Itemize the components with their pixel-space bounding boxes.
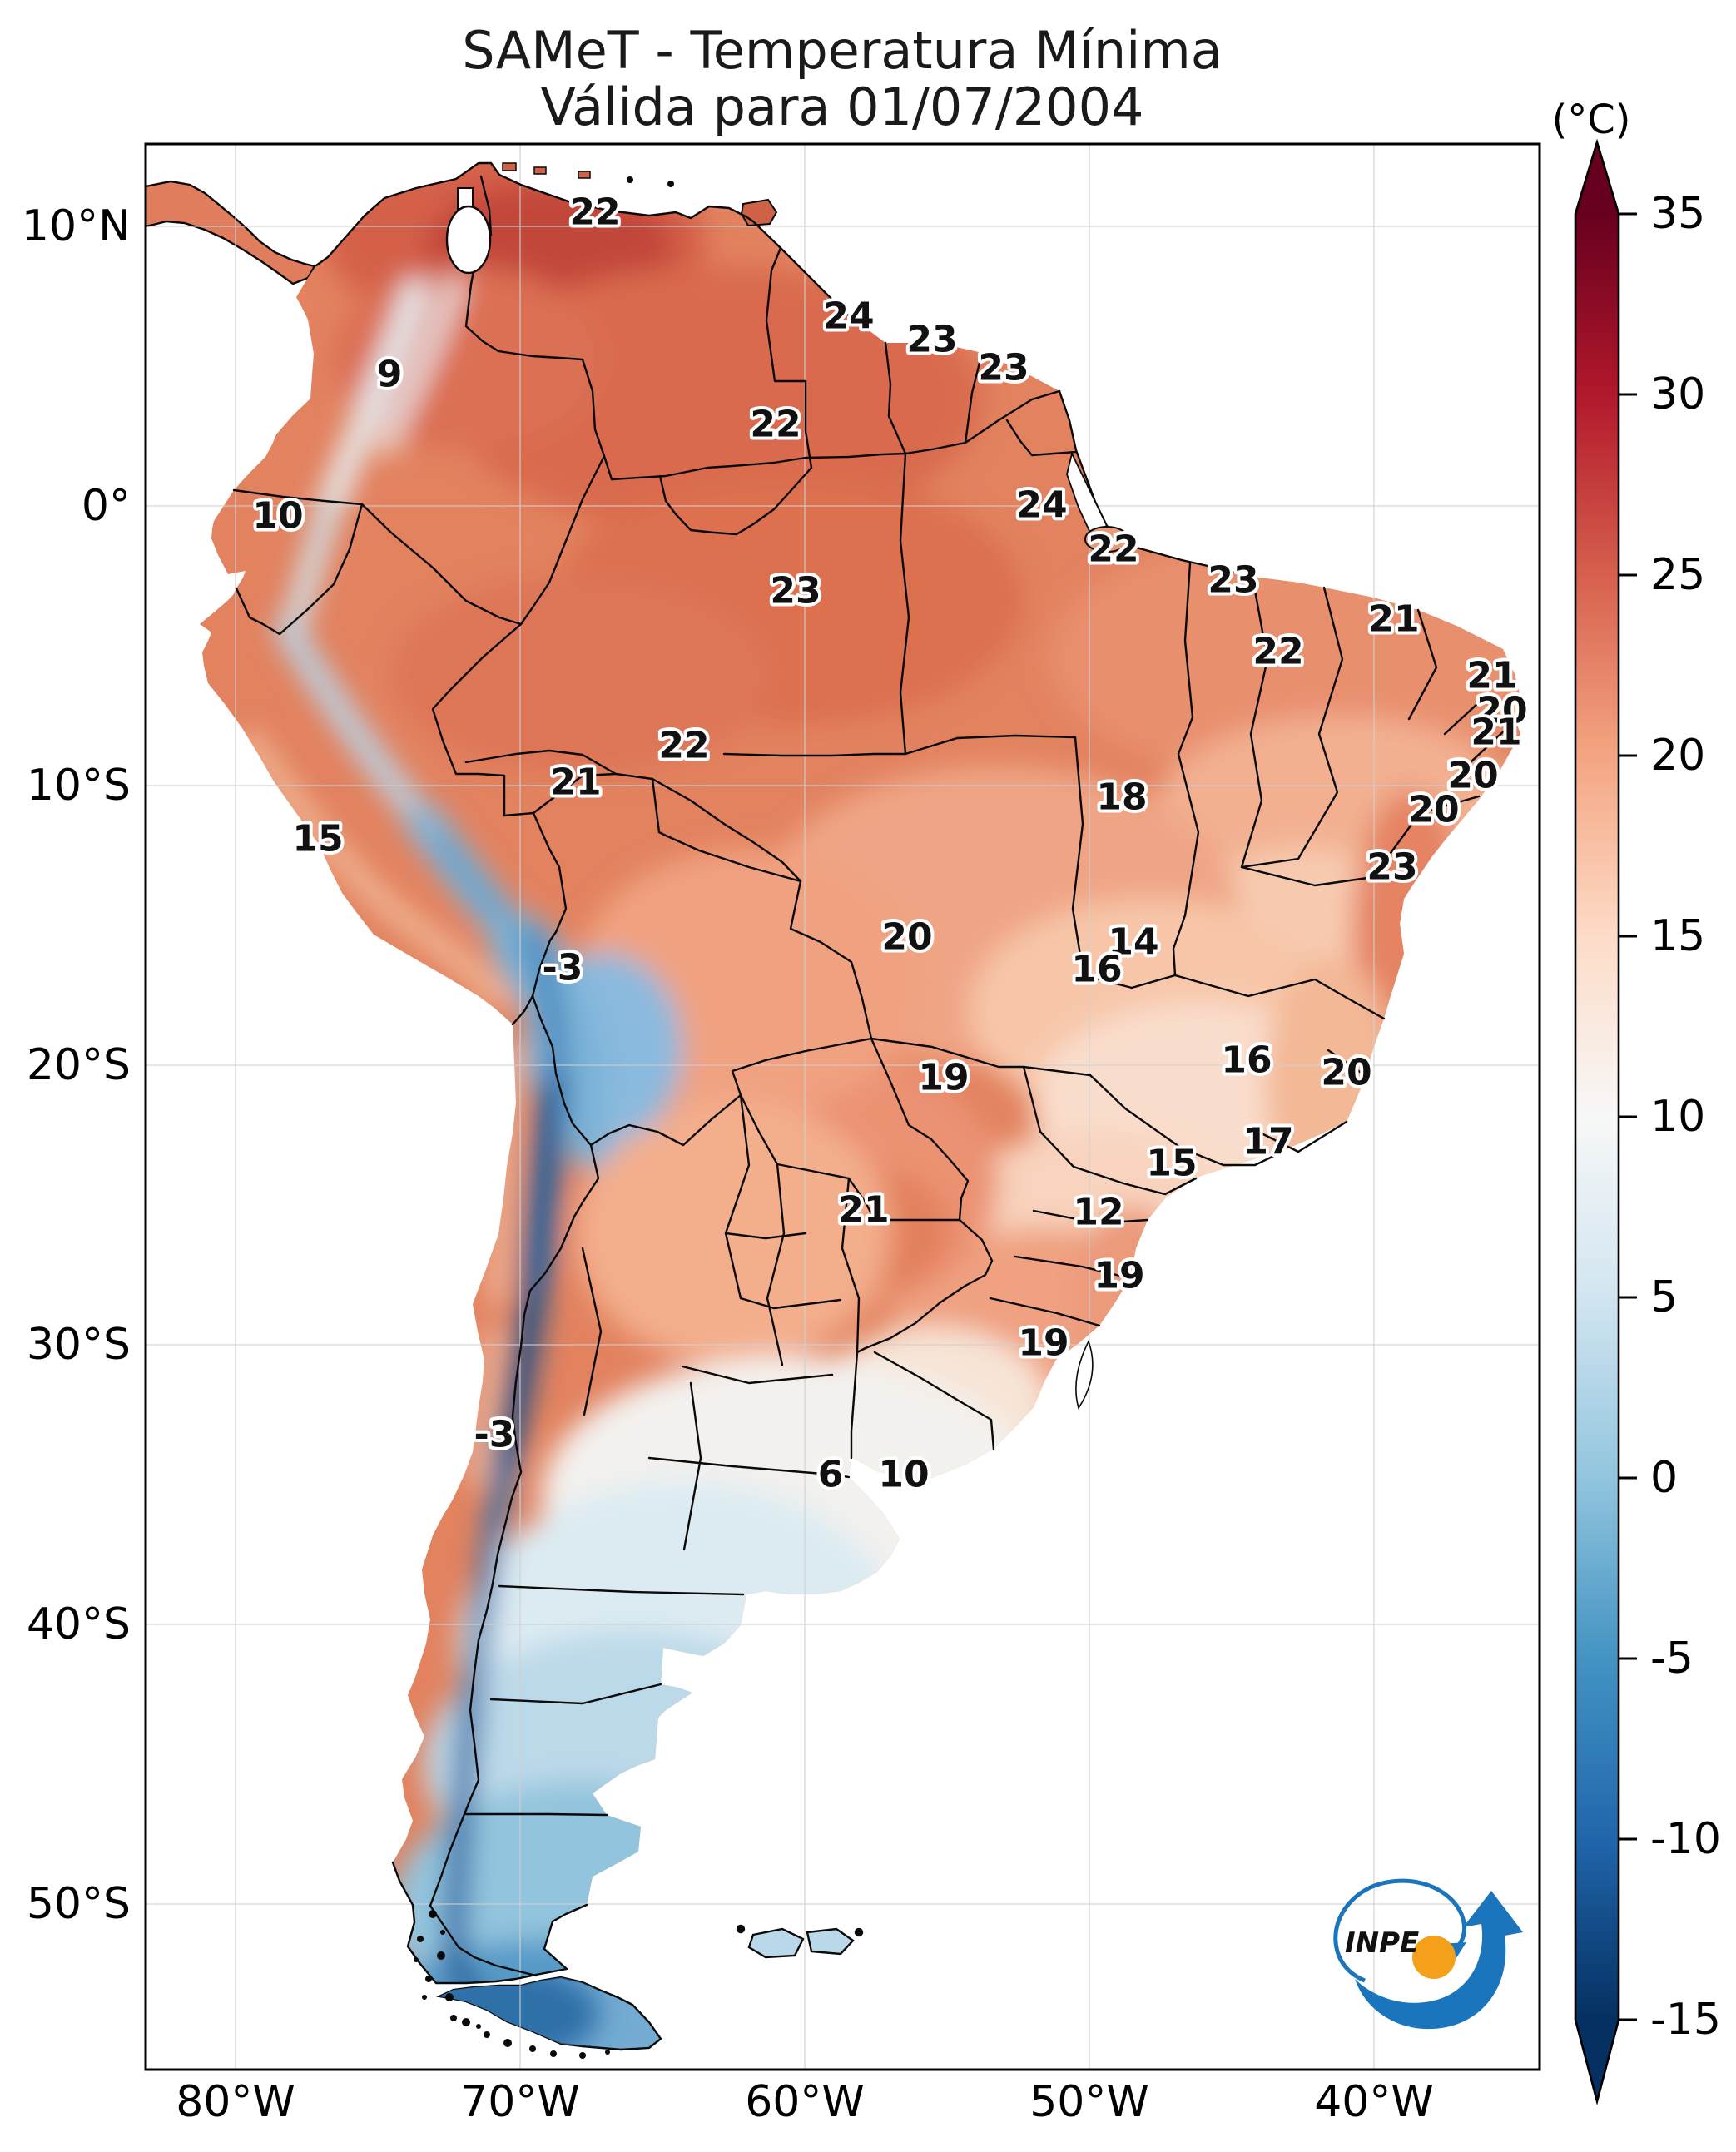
latitude-tick-label: 20°S <box>27 1040 131 1090</box>
temperature-label: 21 <box>1368 598 1419 641</box>
temperature-label: 19 <box>918 1057 969 1099</box>
latitude-tick-label: 30°S <box>27 1320 131 1370</box>
latitude-axis: 10°N 0° 10°S 20°S 30°S 40°S 50°S <box>22 201 131 1929</box>
temperature-label: -3 <box>543 947 583 989</box>
colorbar-ticks: 35 30 25 20 15 10 5 0 -5 -10 -15 <box>1619 189 1721 2045</box>
longitude-axis: 80°W 70°W 60°W 50°W 40°W <box>176 2077 1434 2127</box>
lagoa-dos-patos <box>1075 1339 1094 1410</box>
temperature-label: 24 <box>1016 484 1067 527</box>
inpe-logo-text: INPE <box>1345 1926 1419 1960</box>
falkland-islands <box>736 1924 864 1959</box>
colorbar-extend-min <box>1575 2020 1619 2101</box>
longitude-tick-label: 60°W <box>745 2077 865 2127</box>
latitude-tick-label: 50°S <box>27 1879 131 1929</box>
temperature-label: 20 <box>1476 690 1527 732</box>
longitude-tick-label: 70°W <box>460 2077 580 2127</box>
map-title-line1: SAMeT - Temperatura Mínima <box>462 20 1223 81</box>
temperature-label: -3 <box>474 1414 515 1456</box>
temperature-label: 23 <box>1366 846 1417 889</box>
colorbar-tick-label: 30 <box>1650 369 1705 419</box>
temperature-label: 24 <box>823 295 874 338</box>
colorbar-tick-label: 10 <box>1650 1092 1705 1142</box>
temperature-label: 22 <box>750 404 801 446</box>
temperature-label: 12 <box>1073 1192 1123 1234</box>
political-borders <box>232 175 1510 1977</box>
latitude-tick-label: 10°N <box>22 201 131 251</box>
temperature-label: 16 <box>1071 949 1122 991</box>
colorbar-tick-label: 20 <box>1650 731 1705 781</box>
colorbar-extend-max <box>1575 142 1619 214</box>
temperature-label: 23 <box>906 319 957 361</box>
latitude-tick-label: 10°S <box>27 761 131 811</box>
temperature-label: 20 <box>1321 1052 1371 1094</box>
colorbar: (°C) 35 30 25 20 15 10 5 0 -5 -10 -15 <box>1552 97 1721 2106</box>
temperature-label: 23 <box>1208 559 1258 602</box>
colorbar-tick-label: 0 <box>1650 1453 1678 1503</box>
lake-maracaibo <box>445 187 492 275</box>
temperature-label: 20 <box>1447 755 1498 797</box>
temperature-label: 19 <box>1094 1255 1144 1297</box>
temperature-label: 23 <box>978 347 1029 389</box>
temperature-label: 9 <box>377 354 403 396</box>
temperature-label: 21 <box>1471 712 1521 754</box>
latitude-tick-label: 40°S <box>27 1599 131 1649</box>
latitude-tick-label: 0° <box>82 481 131 531</box>
temperature-label: 22 <box>1252 631 1303 673</box>
temperature-label: 20 <box>1408 789 1459 831</box>
panama-landmass <box>144 180 316 285</box>
temperature-label: 20 <box>881 916 932 959</box>
temperature-label: 22 <box>1088 528 1138 571</box>
longitude-tick-label: 50°W <box>1029 2077 1149 2127</box>
temperature-label: 21 <box>838 1189 889 1232</box>
temperature-label: 16 <box>1221 1039 1272 1082</box>
inpe-orange-dot-icon <box>1412 1936 1456 1979</box>
map-title-line2: Válida para 01/07/2004 <box>541 77 1144 137</box>
temperature-label: 15 <box>292 818 343 860</box>
fjord-islands <box>414 1910 610 2059</box>
trinidad-island <box>740 198 778 227</box>
temperature-label: 6 <box>818 1454 844 1496</box>
colorbar-tick-label: -5 <box>1650 1634 1694 1683</box>
temperature-label: 10 <box>878 1454 929 1496</box>
map-frame <box>144 142 1541 2071</box>
graticule <box>146 144 1540 2070</box>
temperature-label: 18 <box>1096 776 1147 819</box>
temperature-label: 21 <box>550 761 601 804</box>
colorbar-unit-label: (°C) <box>1552 97 1631 143</box>
longitude-tick-label: 80°W <box>176 2077 295 2127</box>
colorbar-tick-label: 35 <box>1650 189 1705 239</box>
colorbar-tick-label: -10 <box>1650 1814 1721 1864</box>
temperature-label: 21 <box>1466 655 1517 697</box>
colorbar-gradient <box>1575 214 1619 2020</box>
colorbar-tick-label: 25 <box>1650 550 1705 600</box>
inpe-logo: INPE <box>1333 1878 1523 2030</box>
colorbar-tick-label: -15 <box>1650 1995 1721 2045</box>
temperature-label: 22 <box>569 191 620 234</box>
temperature-label: 19 <box>1018 1322 1069 1365</box>
temperature-label: 15 <box>1146 1143 1197 1185</box>
inpe-swoosh-arrow-icon <box>1355 1891 1523 2030</box>
temperature-label: 10 <box>252 495 303 538</box>
longitude-tick-label: 40°W <box>1314 2077 1434 2127</box>
temperature-label: 14 <box>1108 921 1158 964</box>
colorbar-tick-label: 5 <box>1650 1272 1678 1322</box>
inpe-orbit-loop-icon <box>1333 1878 1466 1983</box>
coastline-strokes <box>315 161 1254 2059</box>
temperature-label: 22 <box>658 725 709 767</box>
colorbar-tick-label: 15 <box>1650 911 1705 961</box>
temperature-label: 17 <box>1242 1121 1293 1163</box>
temperature-label: 23 <box>770 570 821 612</box>
